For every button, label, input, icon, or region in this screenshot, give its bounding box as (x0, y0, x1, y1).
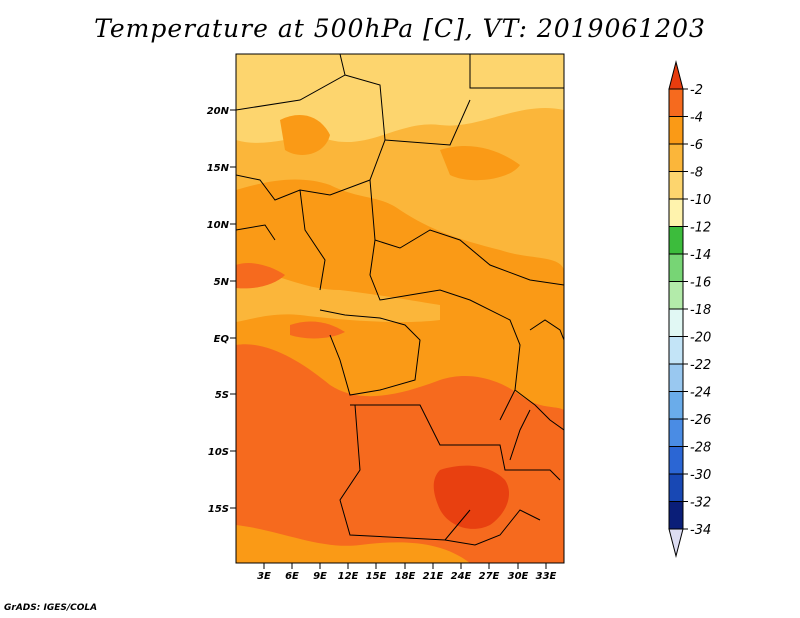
colorbar-box (668, 171, 684, 200)
colorbar-box (668, 501, 684, 530)
colorbar-box (668, 143, 684, 172)
lon-label: 18E (395, 571, 416, 582)
colorbar-boxes (668, 88, 684, 530)
country-borders (236, 54, 564, 546)
colorbar-labels: -2 -4 -6 -8 -10 -12 -14 -16 -18 -20 -22 -24 -26 -28 -3… (683, 83, 711, 538)
colorbar-label: -20 (690, 331, 711, 346)
colorbar-label: -12 (690, 221, 711, 236)
temperature-field (236, 54, 564, 563)
colorbar-box (668, 281, 684, 310)
colorbar-label: -14 (690, 248, 711, 263)
field-above-minus2 (433, 465, 510, 529)
lon-label: 21E (423, 571, 444, 582)
colorbar-box (668, 116, 684, 145)
colorbar-box (668, 88, 684, 117)
lat-label: EQ (214, 334, 230, 345)
lat-label: 15N (207, 163, 230, 174)
longitude-labels: 3E 6E 9E 12E 15E 18E 21E 24E 27E 30E 33E (257, 571, 556, 582)
colorbar-box (668, 308, 684, 337)
colorbar-label: -18 (690, 303, 711, 318)
colorbar-box (668, 226, 684, 255)
colorbar-label: -32 (690, 496, 711, 511)
colorbar-label: -2 (690, 83, 703, 98)
lon-label: 12E (338, 571, 359, 582)
chart-title: Temperature at 500hPa [C], VT: 201906120… (94, 14, 706, 43)
lon-label: 27E (479, 571, 500, 582)
credit-text: GrADS: IGES/COLA (4, 603, 98, 613)
colorbar-label: -6 (690, 138, 703, 153)
lon-label: 30E (508, 571, 529, 582)
colorbar-box (668, 198, 684, 227)
lat-label: 15S (208, 504, 229, 515)
lon-label: 15E (366, 571, 387, 582)
colorbar-bottom-arrow (668, 528, 684, 558)
lon-label: 6E (285, 571, 299, 582)
lat-label: 20N (207, 106, 230, 117)
lat-label: 10N (207, 220, 230, 231)
colorbar-label: -26 (690, 413, 711, 428)
colorbar-box (668, 391, 684, 420)
axis-ticks (230, 109, 547, 569)
colorbar-box (668, 253, 684, 282)
colorbar-box (668, 418, 684, 447)
colorbar-label: -8 (690, 166, 703, 181)
lon-label: 9E (313, 571, 327, 582)
colorbar-box (668, 473, 684, 502)
lon-label: 24E (451, 571, 472, 582)
lat-label: 5S (215, 390, 229, 401)
colorbar-label: -28 (690, 441, 711, 456)
colorbar-label: -34 (690, 523, 711, 538)
colorbar-box (668, 446, 684, 475)
map-frame (235, 53, 565, 564)
lat-label: 5N (214, 277, 230, 288)
colorbar-top-arrow (668, 60, 684, 90)
colorbar-label: -4 (690, 111, 703, 126)
lon-label: 33E (536, 571, 557, 582)
latitude-labels: 20N 15N 10N 5N EQ 5S 10S 15S (207, 106, 230, 515)
colorbar-box (668, 336, 684, 365)
lon-label: 3E (257, 571, 271, 582)
colorbar-label: -22 (690, 358, 711, 373)
colorbar-label: -16 (690, 276, 711, 291)
colorbar-label: -24 (690, 386, 711, 401)
colorbar-label: -30 (690, 468, 711, 483)
colorbar-label: -10 (690, 193, 711, 208)
lat-label: 10S (208, 447, 229, 458)
colorbar-box (668, 363, 684, 392)
